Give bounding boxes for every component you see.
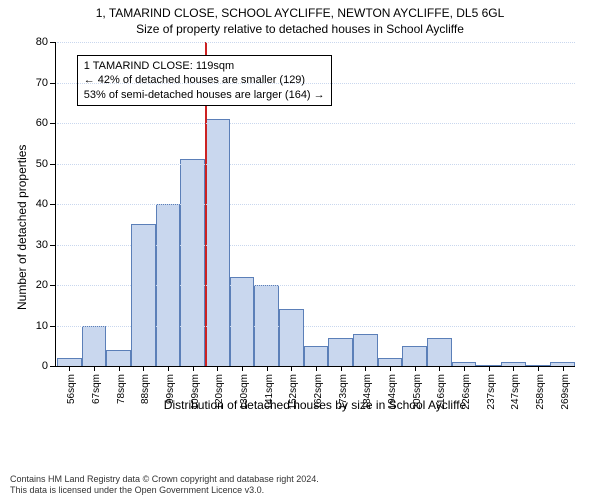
gridline [57, 42, 575, 43]
footer-line1: Contains HM Land Registry data © Crown c… [10, 474, 590, 485]
x-tick-label: 194sqm [387, 338, 398, 374]
gridline [57, 326, 575, 327]
y-tick-label: 40 [36, 198, 48, 210]
x-tick-label: 237sqm [486, 338, 497, 374]
y-tick [50, 326, 56, 327]
x-tick-label: 88sqm [140, 344, 151, 374]
x-tick-label: 269sqm [560, 338, 571, 374]
x-tick-label: 78sqm [116, 344, 127, 374]
y-tick-label: 80 [36, 36, 48, 48]
y-tick-label: 20 [36, 279, 48, 291]
x-tick-label: 130sqm [239, 338, 250, 374]
bar [180, 159, 205, 366]
y-tick [50, 204, 56, 205]
gridline [57, 123, 575, 124]
page-title: 1, TAMARIND CLOSE, SCHOOL AYCLIFFE, NEWT… [0, 0, 600, 22]
x-tick-label: 99sqm [165, 344, 176, 374]
chart: 56sqm 67sqm 78sqm 88sqm 99sqm 109sqm 120sqm 130… [55, 42, 575, 412]
gridline [57, 164, 575, 165]
y-tick [50, 83, 56, 84]
gridline [57, 204, 575, 205]
y-axis-label: Number of detached properties [16, 0, 28, 455]
y-tick [50, 123, 56, 124]
y-tick [50, 164, 56, 165]
x-tick-label: 173sqm [338, 338, 349, 374]
annotation-line1: 1 TAMARIND CLOSE: 119sqm [84, 59, 325, 73]
footer-line2: This data is licensed under the Open Gov… [10, 485, 590, 496]
y-tick [50, 366, 56, 367]
x-tick-label: 120sqm [214, 338, 225, 374]
x-tick-label: 184sqm [362, 338, 373, 374]
plot-area: 56sqm67sqm78sqm88sqm99sqm109sqm120sqm130… [55, 42, 575, 367]
y-tick [50, 285, 56, 286]
y-tick-label: 30 [36, 239, 48, 251]
x-tick-label: 205sqm [412, 338, 423, 374]
page: 1, TAMARIND CLOSE, SCHOOL AYCLIFFE, NEWT… [0, 0, 600, 500]
annotation-line2: ← 42% of detached houses are smaller (12… [84, 73, 325, 87]
x-tick-label: 247sqm [510, 338, 521, 374]
annotation-box: 1 TAMARIND CLOSE: 119sqm ← 42% of detach… [77, 55, 332, 106]
x-axis-label: Distribution of detached houses by size … [55, 398, 575, 412]
x-tick-label: 141sqm [264, 338, 275, 374]
page-subtitle: Size of property relative to detached ho… [0, 22, 600, 38]
x-tick-label: 162sqm [313, 338, 324, 374]
gridline [57, 245, 575, 246]
bar [205, 119, 230, 366]
x-tick-label: 56sqm [66, 344, 77, 374]
x-tick-label: 226sqm [461, 338, 472, 374]
x-tick-label: 152sqm [288, 338, 299, 374]
x-tick-label: 67sqm [91, 344, 102, 374]
x-tick-label: 216sqm [436, 338, 447, 374]
annotation-line3: 53% of semi-detached houses are larger (… [84, 88, 325, 102]
y-tick-label: 10 [36, 320, 48, 332]
y-tick [50, 42, 56, 43]
y-tick-label: 50 [36, 158, 48, 170]
y-tick-label: 0 [42, 360, 48, 372]
gridline [57, 83, 575, 84]
gridline [57, 285, 575, 286]
x-tick-label: 258sqm [535, 338, 546, 374]
y-tick [50, 245, 56, 246]
footer: Contains HM Land Registry data © Crown c… [10, 474, 590, 497]
x-tick-label: 109sqm [190, 338, 201, 374]
y-tick-label: 60 [36, 117, 48, 129]
y-tick-label: 70 [36, 77, 48, 89]
